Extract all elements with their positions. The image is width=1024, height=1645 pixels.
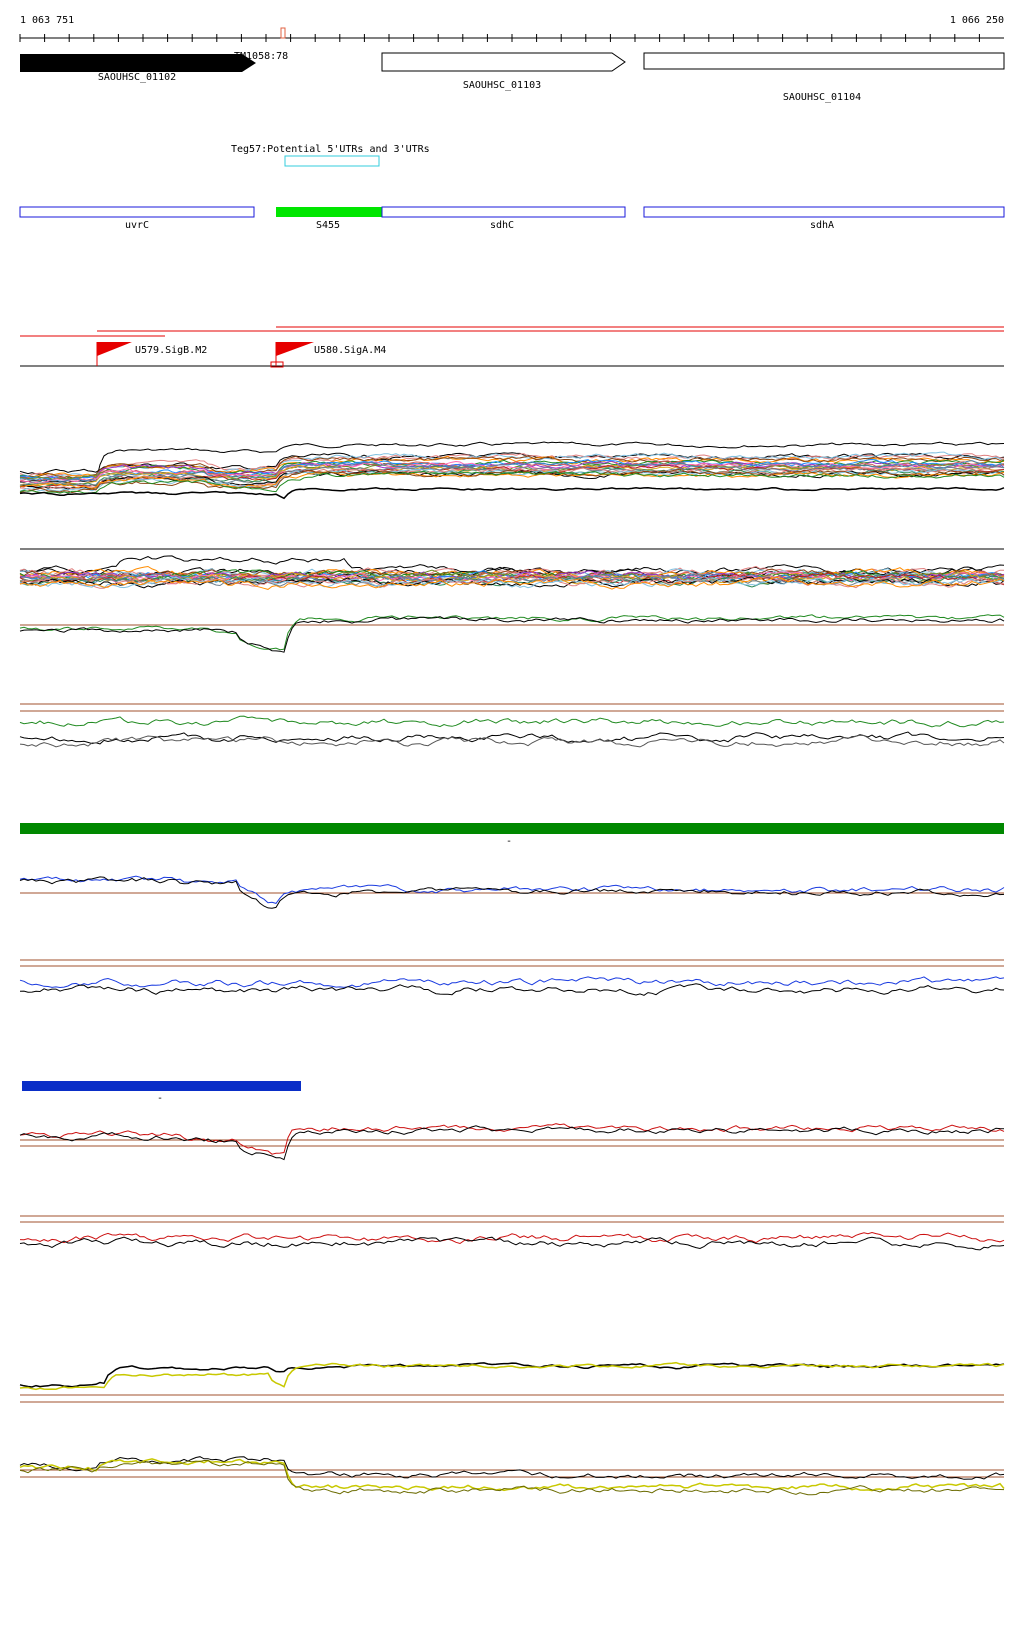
gene-label-SAOUHSC_01104: SAOUHSC_01104 bbox=[783, 92, 861, 103]
feature-label-sdhA: sdhA bbox=[810, 220, 834, 231]
promoter-track: U579.SigB.M2 U580.SigA.M4 bbox=[20, 326, 1004, 368]
feature-label-S455: S455 bbox=[316, 220, 340, 231]
feature-sdhC-box[interactable] bbox=[381, 206, 626, 218]
sample-series bbox=[19, 569, 1005, 582]
sample-series bbox=[19, 576, 1005, 590]
sample-series bbox=[19, 452, 1005, 475]
promoter-flag-U580[interactable] bbox=[276, 342, 314, 356]
series-yellow bbox=[19, 1361, 1005, 1391]
promoter-site-marker bbox=[270, 361, 284, 368]
ruler-ticks bbox=[19, 34, 980, 42]
overlap-label: TM1058:78 bbox=[234, 51, 288, 62]
sample-series bbox=[19, 470, 1005, 494]
condition-bar-green[interactable] bbox=[20, 823, 1004, 834]
series-black bbox=[19, 1456, 1005, 1480]
series-yellow bbox=[19, 1460, 1005, 1496]
sample-series bbox=[19, 471, 1005, 489]
sample-series bbox=[19, 486, 1005, 500]
series-green bbox=[19, 715, 1005, 728]
gene-label-SAOUHSC_01102: SAOUHSC_01102 bbox=[98, 72, 176, 83]
gene-SAOUHSC_01103-arrow[interactable] bbox=[381, 52, 626, 72]
utr-box[interactable] bbox=[284, 155, 380, 167]
gene-label-SAOUHSC_01103: SAOUHSC_01103 bbox=[463, 80, 541, 91]
series-black bbox=[19, 1125, 1005, 1161]
feature-sdhA-box[interactable] bbox=[643, 206, 1005, 218]
condition-marker-blue: - bbox=[157, 1093, 163, 1104]
expression-tracks bbox=[19, 441, 1005, 1496]
condition-marker-green: - bbox=[506, 836, 512, 847]
promoter-label-U580: U580.SigA.M4 bbox=[314, 345, 386, 356]
series-red bbox=[19, 1231, 1005, 1245]
series-black bbox=[19, 616, 1005, 653]
sample-series bbox=[19, 575, 1004, 589]
gene-SAOUHSC_01104-box[interactable] bbox=[643, 52, 1005, 70]
utr-track: Teg57:Potential 5'UTRs and 3'UTRs bbox=[231, 144, 430, 167]
series-black bbox=[19, 734, 1005, 748]
start-coordinate: 1 063 751 bbox=[20, 15, 74, 26]
promoter-label-U579: U579.SigB.M2 bbox=[135, 345, 207, 356]
series-black bbox=[19, 731, 1005, 745]
sample-series bbox=[19, 460, 1005, 482]
series-black bbox=[19, 1236, 1005, 1251]
condition-bar-blue[interactable] bbox=[22, 1081, 301, 1091]
series-black bbox=[19, 983, 1005, 996]
feature-label-uvrC: uvrC bbox=[125, 220, 149, 231]
feature-S455-box[interactable] bbox=[276, 207, 382, 217]
series-blue bbox=[19, 976, 1005, 989]
position-marker[interactable] bbox=[280, 27, 286, 39]
utr-label: Teg57:Potential 5'UTRs and 3'UTRs bbox=[231, 144, 430, 155]
feature-label-sdhC: sdhC bbox=[490, 220, 514, 231]
coordinate-ruler: 1 063 751 1 066 250 bbox=[19, 15, 1004, 42]
series-blue bbox=[19, 875, 1005, 904]
feature-track: uvrC S455 sdhC sdhA bbox=[19, 206, 1005, 231]
gene-SAOUHSC_01102-arrow[interactable] bbox=[20, 54, 256, 72]
promoter-flag-U579[interactable] bbox=[97, 342, 132, 356]
sample-series bbox=[19, 451, 1005, 479]
gene-track: SAOUHSC_01102 TM1058:78 SAOUHSC_01103 SA… bbox=[20, 51, 1005, 103]
series-black bbox=[19, 876, 1005, 909]
sample-series bbox=[19, 441, 1005, 483]
end-coordinate: 1 066 250 bbox=[950, 15, 1004, 26]
feature-uvrC-box[interactable] bbox=[19, 206, 255, 218]
